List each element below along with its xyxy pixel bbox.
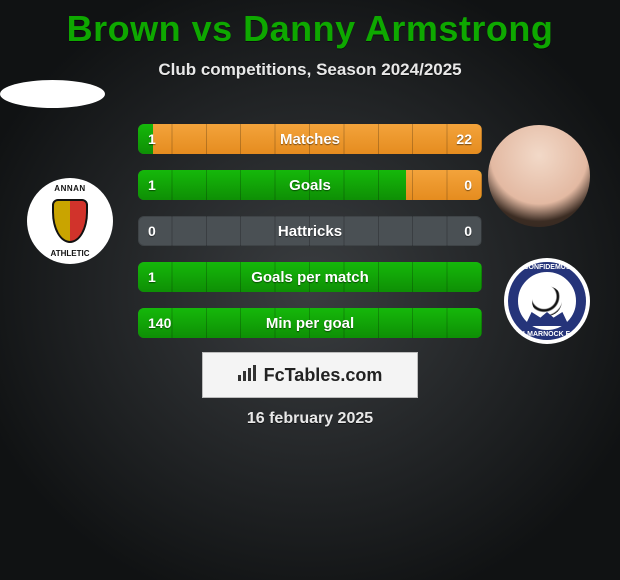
brand-badge[interactable]: FcTables.com [202, 352, 418, 398]
date-text: 16 february 2025 [0, 410, 620, 428]
stat-fill-right [406, 170, 482, 200]
stat-fill-right [153, 124, 482, 154]
player1-avatar [0, 80, 105, 108]
crest1-text-top: ANNAN [27, 184, 113, 193]
player1-club-crest: ANNAN ATHLETIC [27, 178, 113, 264]
crest2-ball [532, 286, 562, 316]
stat-row: 140Min per goal [138, 308, 482, 338]
comparison-card: Brown vs Danny Armstrong Club competitio… [0, 0, 620, 580]
stat-row: 10Goals [138, 170, 482, 200]
player2-club-crest: CONFIDEMUS KILMARNOCK F.C. [504, 258, 590, 344]
stat-value-left: 0 [148, 216, 156, 246]
crest2-text-bottom: KILMARNOCK F.C. [504, 331, 590, 338]
chart-icon [238, 365, 258, 386]
crest2-hands [525, 312, 569, 326]
stat-fill-left [138, 262, 482, 292]
player2-avatar [488, 125, 590, 227]
stat-gridlines [138, 216, 482, 246]
stat-label: Hattricks [138, 216, 482, 246]
crest1-text-bottom: ATHLETIC [27, 249, 113, 258]
crest1-shield [52, 199, 88, 243]
stat-fill-left [138, 308, 482, 338]
stats-container: 122Matches 10Goals 0 0Hattricks 1Goals per m… [138, 124, 482, 354]
stat-fill-left [138, 124, 153, 154]
stat-value-right: 0 [464, 216, 472, 246]
subtitle: Club competitions, Season 2024/2025 [0, 60, 620, 80]
stat-row: 0 0Hattricks [138, 216, 482, 246]
stat-row: 122Matches [138, 124, 482, 154]
page-title: Brown vs Danny Armstrong [0, 0, 620, 50]
stat-row: 1Goals per match [138, 262, 482, 292]
crest2-text-top: CONFIDEMUS [504, 264, 590, 271]
brand-text: FcTables.com [264, 365, 383, 386]
